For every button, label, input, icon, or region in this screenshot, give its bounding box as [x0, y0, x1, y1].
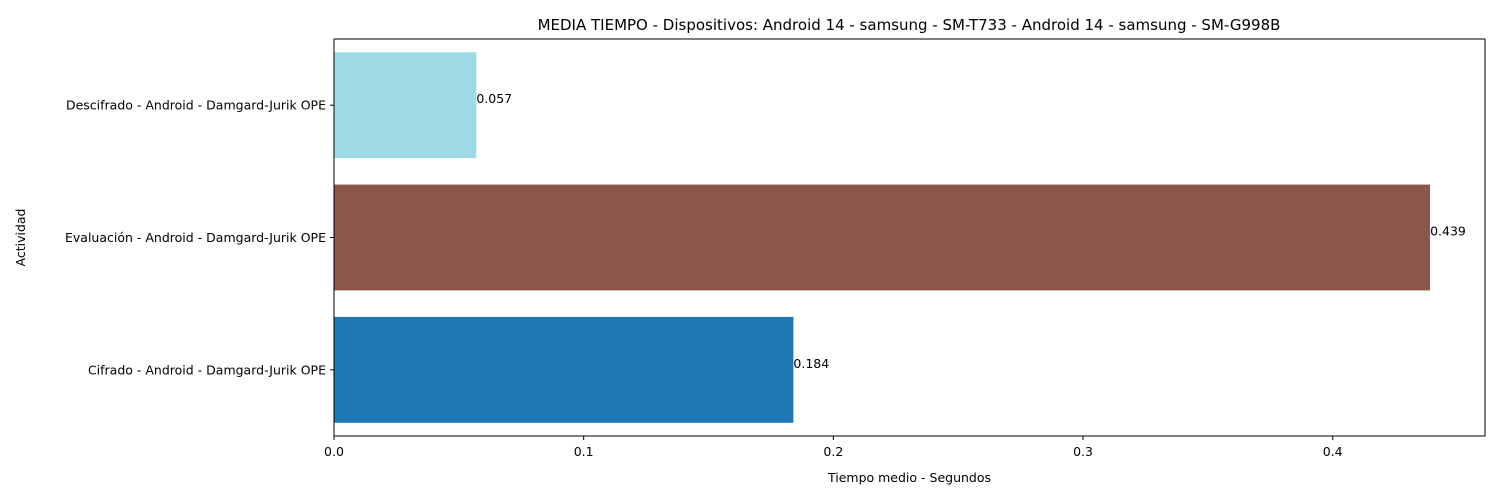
- bar-value-label-1: 0.439: [1430, 224, 1466, 239]
- bar-value-label-2: 0.057: [476, 91, 512, 106]
- y-axis-label: Actividad: [13, 209, 28, 267]
- x-tick-label-4: 0.4: [1323, 444, 1343, 459]
- chart-title: MEDIA TIEMPO - Dispositivos: Android 14 …: [538, 16, 1281, 34]
- bar-value-label-0: 0.184: [793, 356, 829, 371]
- bars-group: 0.184 0.439 0.057: [334, 52, 1466, 423]
- y-tick-label-1: Evaluación - Android - Damgard-Jurik OPE: [65, 230, 326, 245]
- x-tick-label-1: 0.1: [574, 444, 594, 459]
- y-ticks-group: Cifrado - Android - Damgard-Jurik OPE Eva…: [65, 98, 334, 377]
- x-tick-label-2: 0.2: [823, 444, 843, 459]
- x-axis-label: Tiempo medio - Segundos: [827, 470, 991, 485]
- x-tick-label-0: 0.0: [324, 444, 344, 459]
- y-tick-label-0: Cifrado - Android - Damgard-Jurik OPE: [88, 362, 326, 377]
- bar-2: [334, 52, 477, 159]
- x-ticks-group: 0.0 0.1 0.2 0.3 0.4: [324, 436, 1343, 459]
- x-tick-label-3: 0.3: [1073, 444, 1093, 459]
- bar-0: [334, 316, 794, 423]
- y-tick-label-2: Descifrado - Android - Damgard-Jurik OPE: [66, 98, 326, 113]
- plot-frame: [333, 38, 1486, 437]
- bar-1: [334, 184, 1431, 291]
